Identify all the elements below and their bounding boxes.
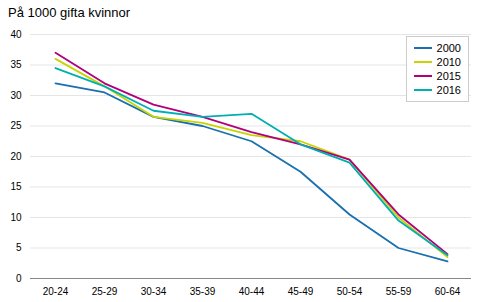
svg-text:35: 35	[10, 59, 22, 70]
svg-text:0: 0	[16, 273, 22, 284]
html-text:2010: 2010	[436, 56, 461, 68]
svg-text:20: 20	[10, 151, 22, 162]
svg-text:60-64: 60-64	[435, 286, 461, 297]
html-text:2000: 2000	[436, 42, 461, 54]
svg-text:25-29: 25-29	[92, 286, 118, 297]
svg-text:25: 25	[10, 120, 22, 131]
svg-text:55-59: 55-59	[386, 286, 412, 297]
svg-text:5: 5	[16, 242, 22, 253]
html-text:2016: 2016	[436, 84, 461, 96]
svg-text:10: 10	[10, 212, 22, 223]
svg-text:35-39: 35-39	[190, 286, 216, 297]
svg-text:45-49: 45-49	[288, 286, 314, 297]
svg-text:50-54: 50-54	[337, 286, 363, 297]
svg-text:20-24: 20-24	[43, 286, 69, 297]
svg-text:30-34: 30-34	[141, 286, 167, 297]
svg-text:40: 40	[10, 29, 22, 40]
svg-text:30: 30	[10, 90, 22, 101]
html-text:På 1000 gifta kvinnor: På 1000 gifta kvinnor	[8, 5, 131, 20]
svg-text:40-44: 40-44	[239, 286, 265, 297]
html-text:2015: 2015	[436, 70, 461, 82]
svg-text:15: 15	[10, 181, 22, 192]
